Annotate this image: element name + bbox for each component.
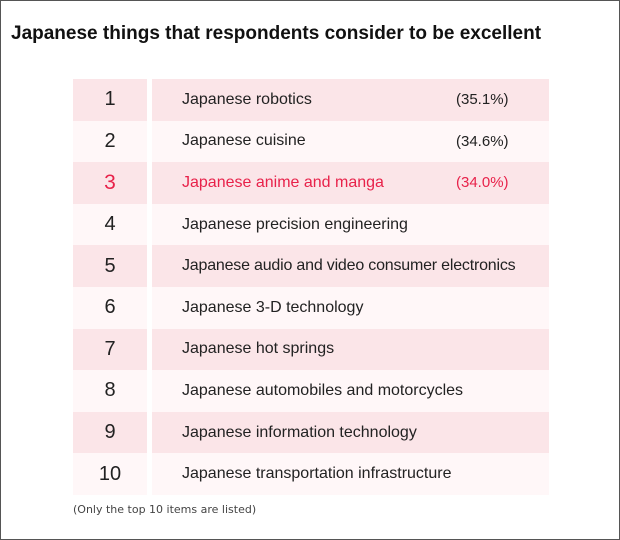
rank-number: 4 bbox=[73, 203, 147, 246]
item-percentage: (34.6%) bbox=[456, 132, 509, 150]
item-label: Japanese hot springs bbox=[152, 328, 549, 371]
item-label: Japanese automobiles and motorcycles bbox=[152, 370, 549, 412]
item-percentage: (35.1%) bbox=[456, 91, 509, 109]
table-row: 10 Japanese transportation infrastructur… bbox=[73, 453, 549, 495]
item-label: Japanese precision engineering bbox=[152, 203, 549, 246]
table-row: 7 Japanese hot springs bbox=[73, 328, 549, 371]
table-row: 2 Japanese cuisine (34.6%) bbox=[73, 120, 549, 163]
rank-number: 3 bbox=[73, 162, 147, 204]
table-row: 5 Japanese audio and video consumer elec… bbox=[73, 245, 549, 287]
item-label: Japanese transportation infrastructure bbox=[152, 453, 549, 495]
table-row: 4 Japanese precision engineering bbox=[73, 203, 549, 246]
rank-number: 10 bbox=[73, 453, 147, 495]
table-row-highlighted: 3 Japanese anime and manga (34.0%) bbox=[73, 162, 549, 204]
rank-number: 7 bbox=[73, 328, 147, 371]
ranking-table: 1 Japanese robotics (35.1%) 2 Japanese c… bbox=[73, 79, 549, 495]
item-label: Japanese robotics bbox=[152, 79, 549, 121]
item-label: Japanese information technology bbox=[152, 411, 549, 454]
footnote: (Only the top 10 items are listed) bbox=[73, 503, 257, 516]
table-row: 8 Japanese automobiles and motorcycles bbox=[73, 370, 549, 412]
rank-number: 9 bbox=[73, 411, 147, 454]
rank-number: 6 bbox=[73, 286, 147, 329]
table-row: 6 Japanese 3-D technology bbox=[73, 286, 549, 329]
item-label: Japanese 3-D technology bbox=[152, 286, 549, 329]
table-row: 1 Japanese robotics (35.1%) bbox=[73, 79, 549, 121]
item-label: Japanese anime and manga bbox=[152, 162, 549, 204]
item-label: Japanese audio and video consumer electr… bbox=[152, 245, 549, 287]
table-row: 9 Japanese information technology bbox=[73, 411, 549, 454]
rank-number: 1 bbox=[73, 79, 147, 121]
rank-number: 2 bbox=[73, 120, 147, 163]
item-percentage: (34.0%) bbox=[456, 174, 509, 192]
rank-number: 8 bbox=[73, 370, 147, 412]
item-label: Japanese cuisine bbox=[152, 120, 549, 163]
page-title: Japanese things that respondents conside… bbox=[11, 23, 542, 44]
rank-number: 5 bbox=[73, 245, 147, 287]
